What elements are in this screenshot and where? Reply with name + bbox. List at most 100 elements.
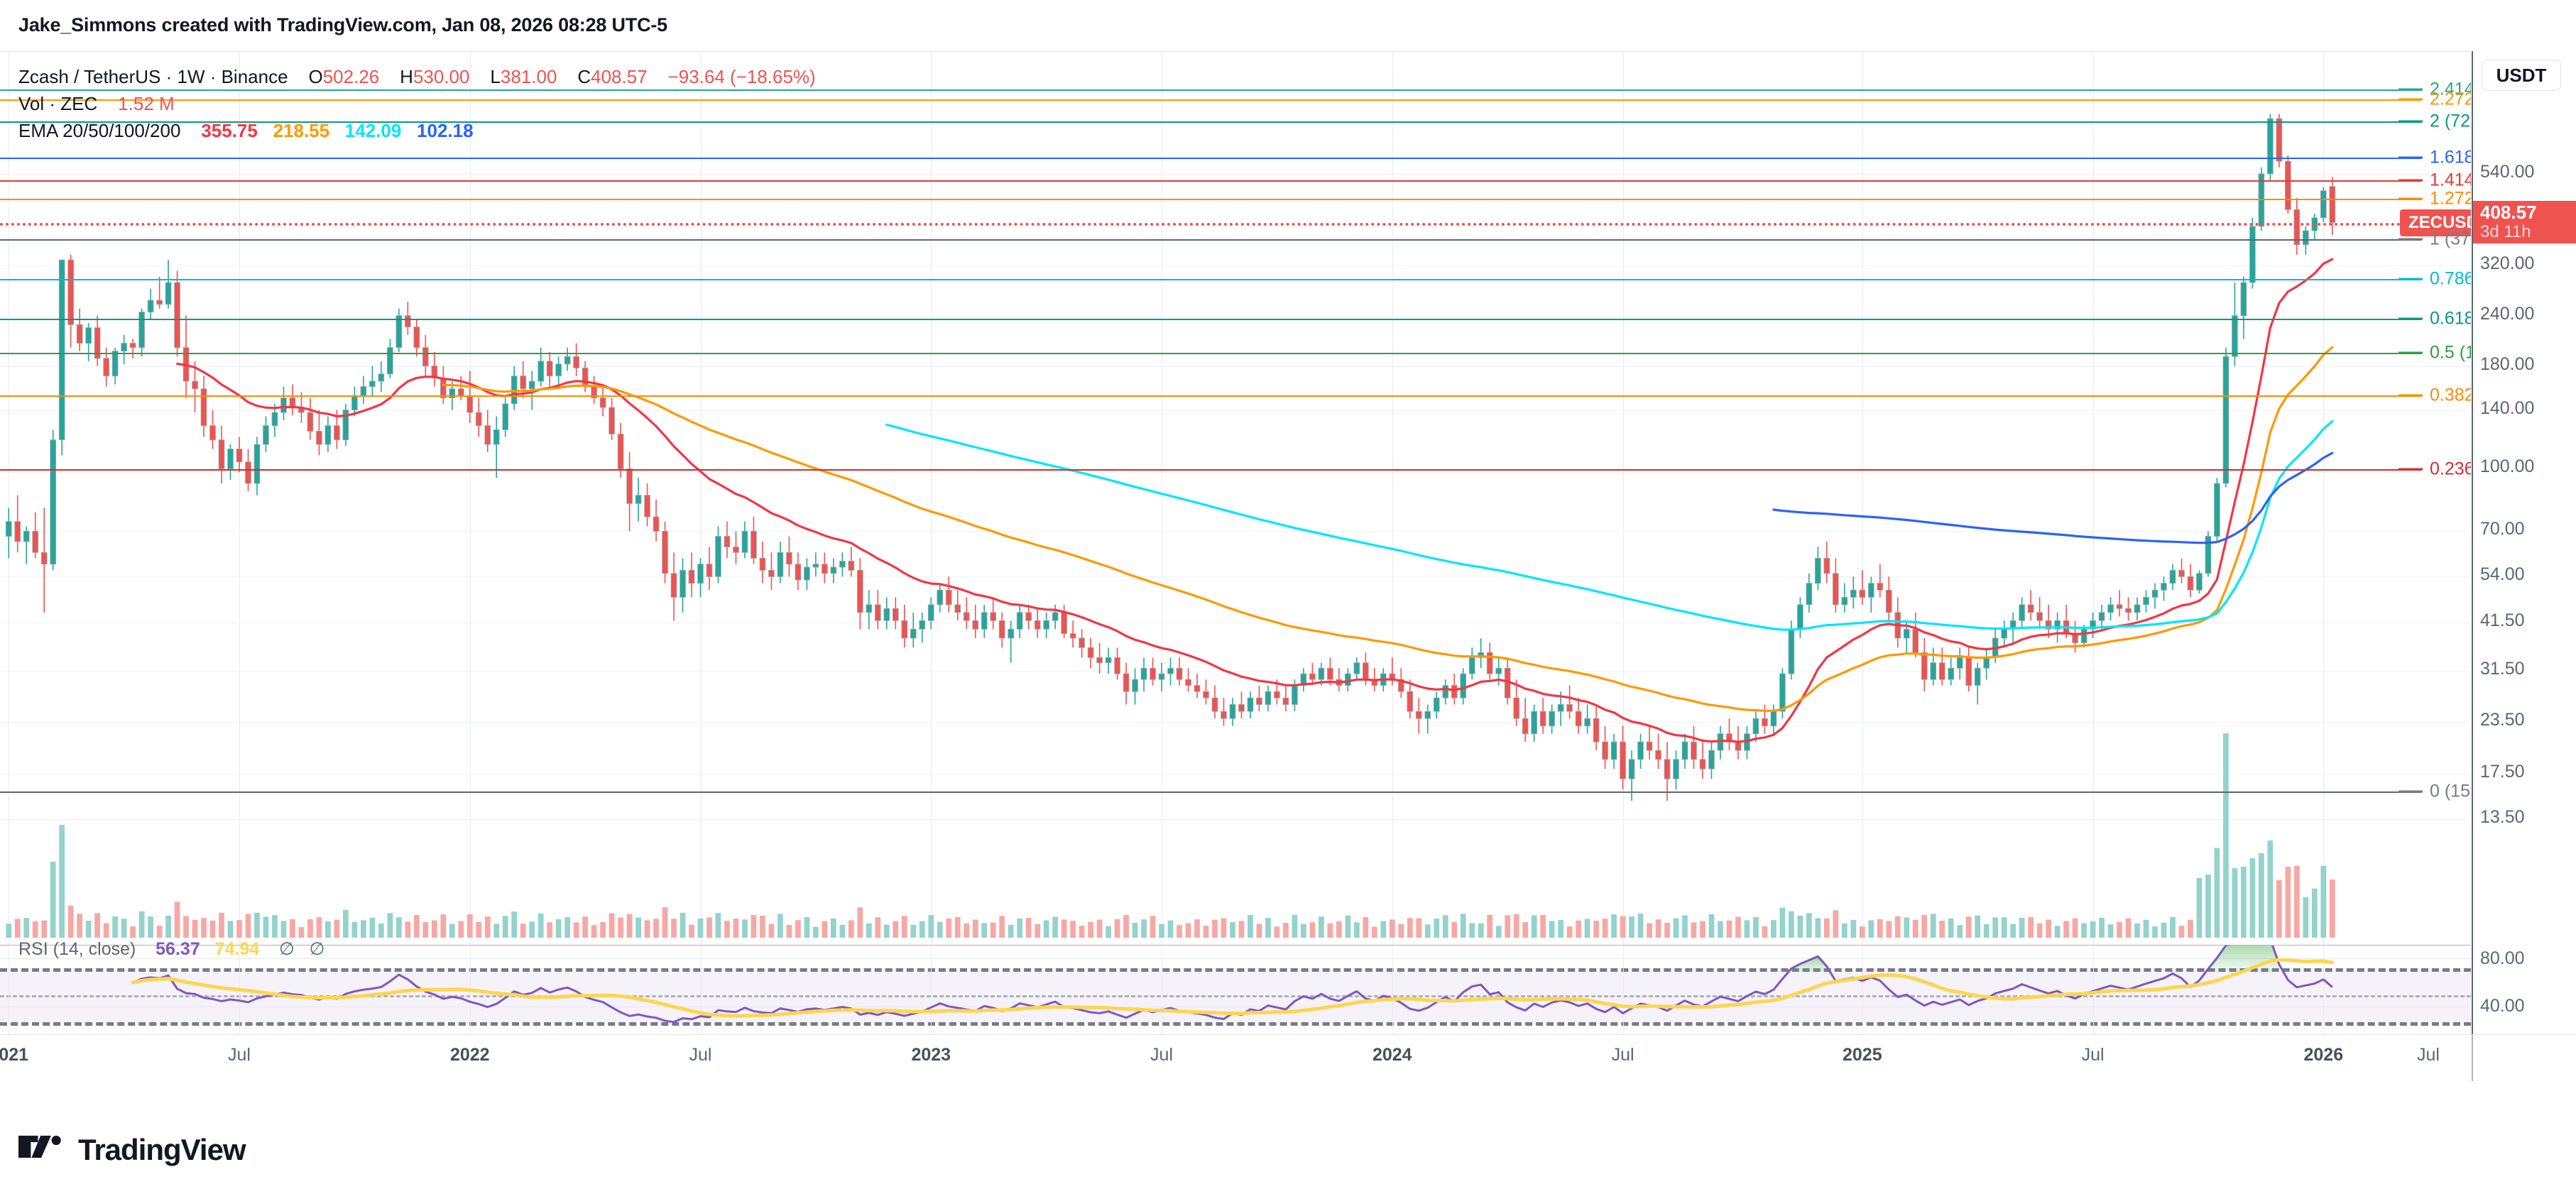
time-tick: Jul — [2417, 1045, 2440, 1065]
time-tick: 2024 — [1372, 1045, 1412, 1065]
gridline-vertical — [469, 52, 471, 945]
gridline-horizontal — [0, 265, 2471, 266]
rsi-tick: 40.00 — [2480, 995, 2525, 1016]
fib-label-dash — [2398, 238, 2423, 241]
time-axis[interactable]: 2021 Jul 2022 Jul 2023 Jul 2024 Jul 2025 Jul 2026 J… — [0, 1034, 2576, 1081]
fib-level-label: 1.414 (519.47) — [2430, 170, 2471, 190]
fib-level-label: 2.272 (825.10) — [2430, 89, 2471, 109]
gridline-horizontal — [0, 173, 2471, 175]
gridline-horizontal — [0, 315, 2471, 317]
fib-level-label: 0.382 (151.86) — [2430, 385, 2471, 405]
currency-chip[interactable]: USDT — [2482, 60, 2561, 91]
time-tick: 2026 — [2303, 1045, 2344, 1065]
price-tick: 17.50 — [2480, 762, 2525, 782]
price-change: −93.64 (−18.65%) — [667, 66, 816, 87]
gridline-horizontal — [0, 366, 2471, 367]
ema100-value: 142.09 — [344, 120, 402, 141]
rsi-gridline — [0, 958, 2471, 959]
gridline-horizontal — [0, 819, 2471, 821]
gridline-horizontal — [0, 576, 2471, 578]
fib-level-label: 0.5 (193.90) — [2430, 342, 2471, 363]
price-pane[interactable]: ZECUSDT 2.414 (875.68)2.272 (825.10)2 (72… — [0, 52, 2471, 945]
gridline-horizontal — [0, 531, 2471, 532]
fib-level-label: 2 (728.21) — [2430, 111, 2471, 131]
fib-label-dash — [2398, 179, 2423, 182]
ema-title: EMA 20/50/100/200 — [18, 120, 181, 141]
gridline-vertical — [2323, 52, 2325, 945]
fib-level-line — [0, 791, 2421, 794]
time-tick: 2022 — [449, 1045, 490, 1065]
axis-separator — [2472, 1035, 2473, 1081]
rsi-oversold-line — [0, 1022, 2471, 1026]
rsi-tick: 80.00 — [2480, 948, 2525, 968]
time-tick: Jul — [689, 1045, 712, 1065]
symbol-legend[interactable]: Zcash / TetherUS · 1W · Binance O502.26 … — [18, 66, 816, 88]
time-tick: Jul — [1150, 1045, 1174, 1065]
rsi-overbought-line — [0, 968, 2471, 972]
ema-legend[interactable]: EMA 20/50/100/200 355.75 218.55 142.09 1… — [18, 120, 474, 142]
price-tick: 41.50 — [2480, 610, 2525, 631]
fib-level-label: 0 (15.79) — [2430, 781, 2471, 801]
gridline-vertical — [700, 946, 702, 1035]
gridline-vertical — [931, 946, 932, 1035]
current-price-value: 408.57 — [2480, 202, 2537, 224]
gridline-vertical — [1392, 946, 1393, 1035]
tradingview-wordmark: TradingView — [78, 1133, 246, 1166]
rsi-value: 56.37 — [155, 939, 200, 959]
ema50-value: 218.55 — [273, 120, 330, 141]
time-tick: 2023 — [911, 1045, 951, 1065]
time-tick: Jul — [1611, 1045, 1634, 1065]
fib-label-dash — [2398, 197, 2423, 200]
price-axis[interactable]: USDT 540.00 320.00 240.00 180.00 140.00 100.0… — [2472, 51, 2576, 1034]
rsi-legend[interactable]: RSI (14, close) 56.37 74.94 ∅ ∅ — [18, 938, 324, 960]
fib-level-line — [0, 318, 2421, 320]
time-tick: Jul — [228, 1045, 251, 1065]
fib-label-dash — [2398, 317, 2423, 320]
ohlc-l-value: 381.00 — [500, 66, 557, 87]
time-tick: Jul — [2081, 1045, 2105, 1065]
candlestick-series — [5, 114, 2336, 938]
price-tick: 100.00 — [2480, 456, 2535, 477]
fib-level-line — [0, 469, 2421, 471]
fib-level-line — [0, 121, 2421, 124]
fib-label-dash — [2398, 790, 2423, 793]
ohlc-h-value: 530.00 — [413, 66, 470, 87]
current-price-line — [0, 222, 2471, 226]
fib-level-label: 1.272 (468.89) — [2430, 188, 2471, 209]
price-tick: 140.00 — [2480, 398, 2535, 418]
symbol-title[interactable]: Zcash / TetherUS · 1W · Binance — [18, 66, 288, 87]
ohlc-o-value: 502.26 — [322, 66, 380, 87]
ohlc-c-value: 408.57 — [591, 66, 648, 87]
fib-label-dash — [2398, 351, 2423, 354]
ohlc-c-label: C — [577, 66, 591, 87]
fib-level-label: 0.786 (295.77) — [2430, 268, 2471, 289]
ohlc-l-label: L — [490, 66, 501, 87]
rsi-empty-2: ∅ — [309, 939, 325, 959]
price-tick: 23.50 — [2480, 710, 2525, 730]
rsi-series — [131, 946, 2335, 1024]
fib-label-dash — [2398, 120, 2423, 123]
chart-frame[interactable]: ZECUSDT 2.414 (875.68)2.272 (825.10)2 (72… — [0, 51, 2471, 1035]
price-tick: 54.00 — [2480, 564, 2525, 585]
symbol-price-tag: ZECUSDT — [2400, 209, 2471, 236]
fib-level-label: 0.618 (235.93) — [2430, 308, 2471, 329]
gridline-vertical — [2323, 946, 2325, 1035]
footer: TradingView — [18, 1133, 246, 1167]
fib-level-line — [0, 180, 2421, 182]
ohlc-o-label: O — [308, 66, 323, 87]
fib-level-line — [0, 198, 2421, 200]
fib-level-line — [0, 158, 2421, 160]
current-price-badge: 408.57 3d 11h — [2473, 200, 2576, 243]
fib-level-line — [0, 99, 2421, 102]
fib-label-dash — [2398, 98, 2423, 101]
volume-legend[interactable]: Vol · ZEC 1.52 M — [18, 93, 175, 115]
price-tick: 240.00 — [2480, 303, 2535, 324]
time-tick: 2021 — [0, 1045, 29, 1065]
fib-level-label: 2.414 (875.68) — [2430, 79, 2471, 99]
gridline-vertical — [239, 52, 240, 945]
bar-countdown: 3d 11h — [2480, 221, 2531, 241]
rsi-pane[interactable] — [0, 945, 2471, 1035]
price-tick: 320.00 — [2480, 253, 2535, 273]
gridline-horizontal — [0, 671, 2471, 672]
fib-level-line — [0, 89, 2421, 91]
